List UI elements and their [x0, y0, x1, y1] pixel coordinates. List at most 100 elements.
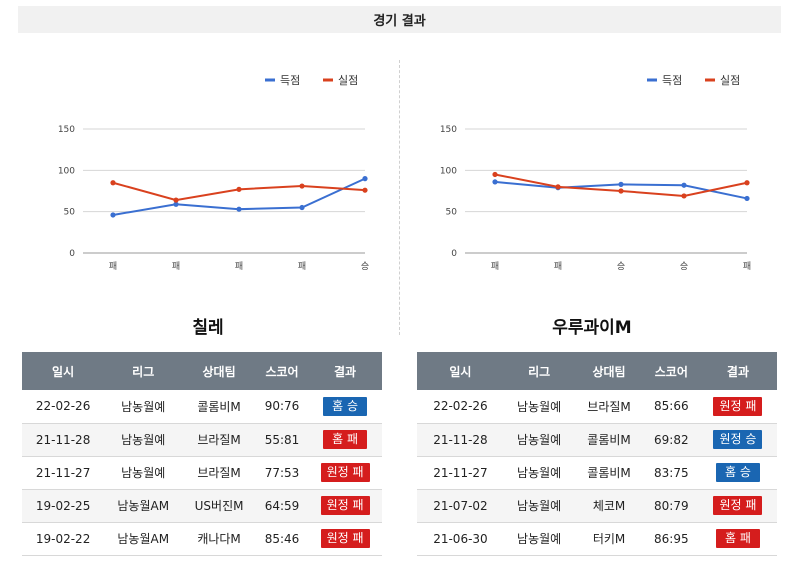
legend-label: 실점	[720, 74, 740, 87]
y-tick-label: 0	[451, 249, 457, 259]
result-badge: 홈 승	[323, 396, 368, 416]
column-header: 일시	[417, 352, 504, 390]
data-point	[299, 204, 305, 211]
league-cell: 남농월예	[503, 489, 575, 523]
league-cell: 남농월예	[104, 390, 183, 424]
data-point	[681, 182, 687, 188]
column-header: 결과	[308, 352, 382, 390]
data-point	[362, 187, 368, 193]
result-cell: 홈 패	[308, 423, 382, 457]
table-row: 22-02-26 남농월예 브라질M 85:66 원정 패	[417, 390, 777, 424]
column-divider	[399, 60, 400, 335]
x-tick-label: 승	[617, 261, 625, 272]
opponent-cell: US버진M	[182, 489, 256, 523]
y-tick-label: 100	[440, 166, 457, 176]
score-cell: 55:81	[255, 423, 309, 457]
result-badge: 원정 패	[320, 529, 370, 548]
y-tick-label: 100	[58, 166, 75, 176]
league-cell: 남농월AM	[104, 522, 183, 556]
x-tick-label: 승	[361, 261, 369, 272]
date-cell: 21-07-02	[417, 489, 504, 523]
table-row: 22-02-26 남농월예 콜롬비M 90:76 홈 승	[22, 390, 382, 424]
result-cell: 홈 승	[308, 390, 382, 424]
score-cell: 85:66	[643, 390, 699, 424]
date-cell: 21-11-28	[22, 423, 105, 457]
date-cell: 19-02-25	[22, 489, 105, 523]
line-chart-chile: 0 50 100 150 패 패 패 패 승 득점 실점	[58, 74, 369, 272]
legend-label: 득점	[662, 74, 682, 87]
y-tick-label: 50	[64, 208, 76, 218]
result-cell: 원정 패	[698, 390, 777, 424]
data-point	[236, 206, 242, 212]
column-header: 일시	[22, 352, 105, 390]
data-point	[299, 183, 305, 189]
result-badge: 원정 패	[713, 496, 763, 515]
page-title: 경기 결과	[18, 6, 781, 33]
table-row: 21-06-30 남농월예 터키M 86:95 홈 패	[417, 522, 777, 556]
date-cell: 22-02-26	[417, 390, 504, 424]
data-point	[492, 171, 498, 178]
result-badge: 홈 패	[323, 430, 368, 449]
column-header: 리그	[104, 352, 183, 390]
x-tick-label: 패	[172, 261, 180, 272]
column-header: 상대팀	[574, 352, 644, 390]
date-cell: 21-06-30	[417, 522, 504, 556]
score-cell: 77:53	[255, 456, 309, 490]
x-tick-label: 패	[109, 261, 117, 272]
team-name-uruguay: 우루과이M	[552, 318, 632, 338]
result-cell: 원정 패	[698, 489, 777, 523]
x-tick-label: 패	[743, 261, 751, 272]
legend-label: 득점	[280, 74, 300, 87]
league-cell: 남농월예	[503, 390, 575, 424]
data-point	[618, 188, 624, 194]
data-point	[110, 180, 116, 186]
column-header: 리그	[503, 352, 575, 390]
table-row: 21-11-27 남농월예 브라질M 77:53 원정 패	[22, 456, 382, 490]
result-cell: 원정 패	[308, 456, 382, 490]
opponent-cell: 브라질M	[574, 390, 644, 424]
data-point	[681, 193, 687, 199]
column-header: 상대팀	[182, 352, 256, 390]
result-cell: 원정 패	[308, 489, 382, 523]
column-header: 스코어	[255, 352, 309, 390]
data-point	[492, 179, 498, 185]
opponent-cell: 콜롬비M	[182, 390, 256, 424]
result-badge: 홈 패	[715, 529, 760, 548]
score-cell: 83:75	[643, 456, 699, 490]
x-tick-label: 승	[680, 261, 688, 272]
opponent-cell: 콜롬비M	[574, 456, 644, 490]
result-badge: 원정 패	[320, 463, 370, 482]
score-cell: 86:95	[643, 522, 699, 556]
result-cell: 홈 승	[698, 456, 777, 490]
data-point	[618, 181, 624, 187]
y-tick-label: 150	[440, 125, 457, 135]
data-point	[173, 197, 179, 203]
date-cell: 21-11-27	[417, 456, 504, 490]
result-badge: 홈 승	[715, 463, 760, 482]
chart-uruguay: 0 50 100 150 패 패 승 승 패 득점 실점	[410, 60, 780, 285]
result-cell: 원정 승	[698, 423, 777, 457]
data-point	[110, 212, 116, 218]
opponent-cell: 캐나다M	[182, 522, 256, 556]
column-header: 스코어	[643, 352, 699, 390]
table-row: 19-02-25 남농월AM US버진M 64:59 원정 패	[22, 489, 382, 523]
result-badge: 원정 승	[713, 430, 763, 449]
result-cell: 원정 패	[308, 522, 382, 556]
data-point	[744, 180, 750, 186]
score-cell: 69:82	[643, 423, 699, 457]
table-header-row: 일시 리그 상대팀 스코어 결과	[417, 352, 777, 390]
league-cell: 남농월예	[503, 456, 575, 490]
line-chart-uruguay: 0 50 100 150 패 패 승 승 패 득점 실점	[440, 74, 751, 272]
data-point	[555, 184, 561, 190]
column-header: 결과	[698, 352, 777, 390]
data-point	[744, 195, 750, 202]
score-cell: 85:46	[255, 522, 309, 556]
date-cell: 21-11-27	[22, 456, 105, 490]
table-row: 19-02-22 남농월AM 캐나다M 85:46 원정 패	[22, 522, 382, 556]
date-cell: 22-02-26	[22, 390, 105, 424]
score-cell: 90:76	[255, 390, 309, 424]
x-tick-label: 패	[298, 261, 306, 272]
results-table-chile: 일시 리그 상대팀 스코어 결과 22-02-26 남농월예 콜롬비M 90:76 홈 승 21-…	[22, 352, 382, 556]
x-tick-label: 패	[491, 261, 499, 272]
table-header-row: 일시 리그 상대팀 스코어 결과	[22, 352, 382, 390]
